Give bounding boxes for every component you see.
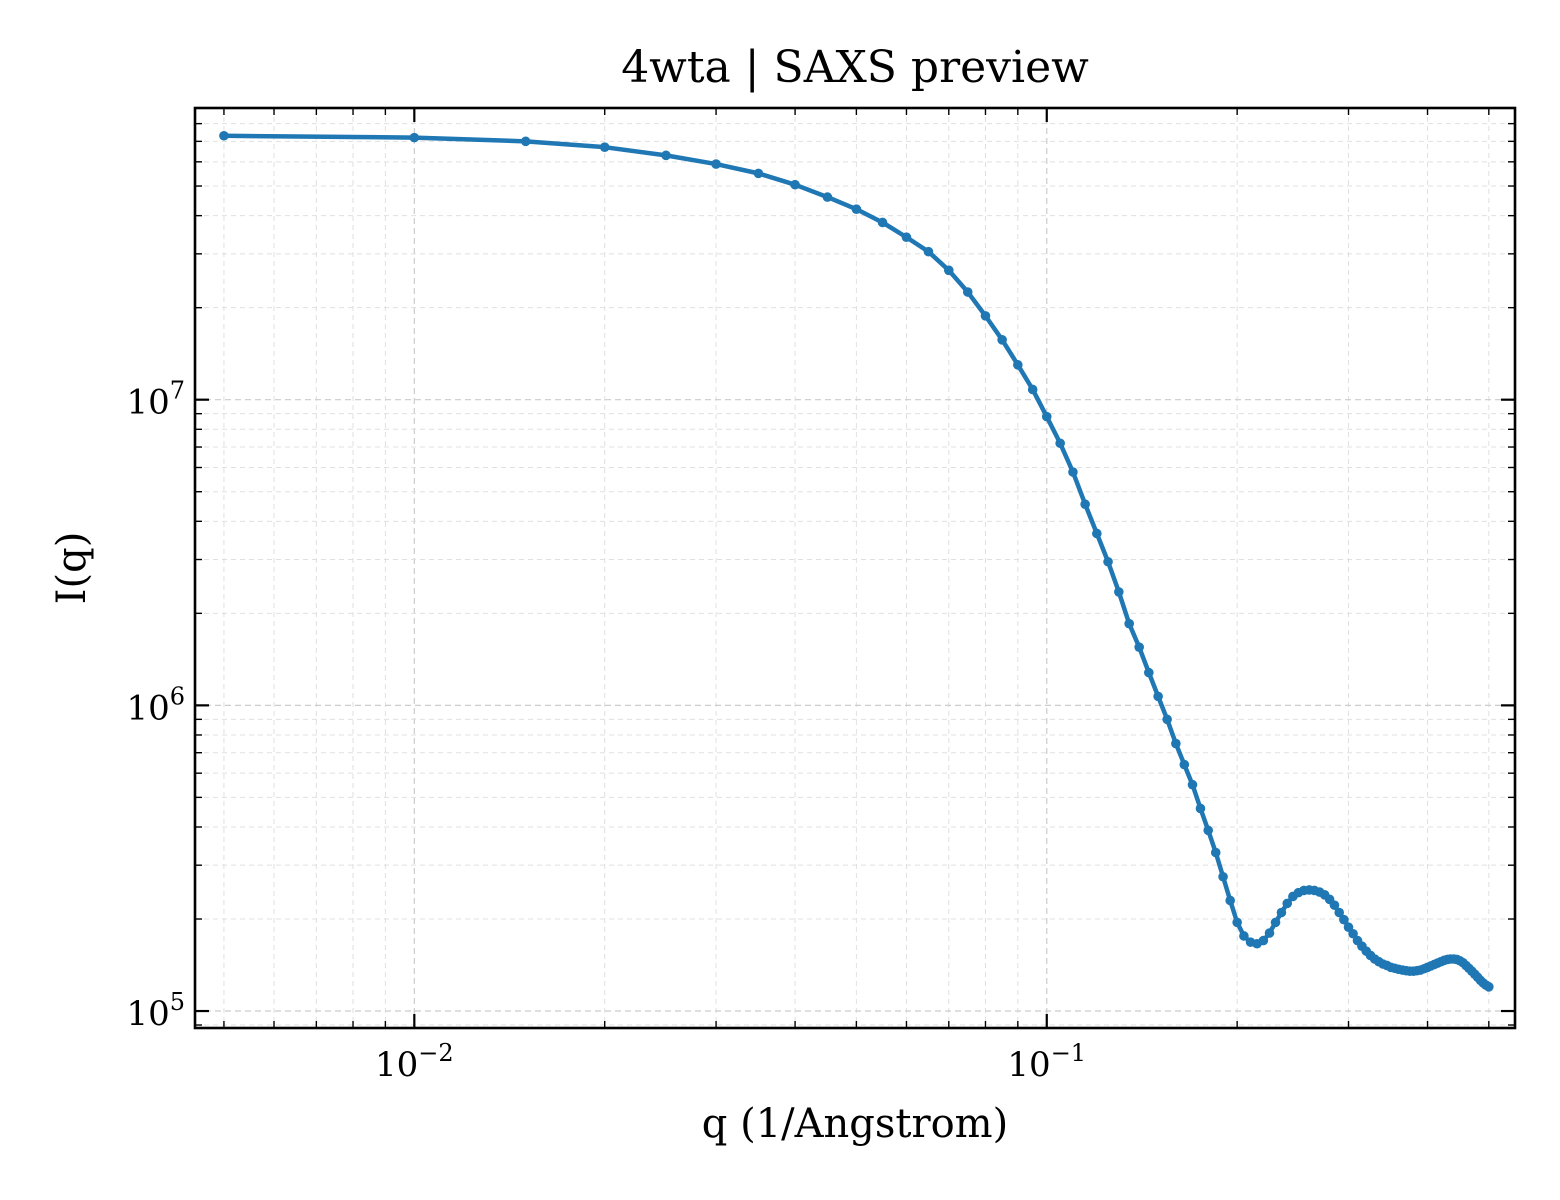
chart-title: 4wta | SAXS preview xyxy=(621,42,1089,93)
tick-labels: 10−2 10−1 105 106 107 xyxy=(126,377,1086,1085)
data-point xyxy=(1124,618,1134,629)
data-point xyxy=(1134,642,1144,652)
data-point xyxy=(409,132,420,143)
data-point xyxy=(1144,667,1154,678)
data-point xyxy=(1041,411,1052,422)
data-point xyxy=(1348,928,1358,939)
data-point xyxy=(1282,898,1293,909)
grid-lines xyxy=(195,107,1515,1028)
data-point xyxy=(1027,384,1038,395)
data-point xyxy=(1103,556,1113,567)
y-tick-label: 105 xyxy=(126,988,185,1034)
data-point xyxy=(1055,438,1065,449)
data-point xyxy=(1276,907,1287,918)
data-point xyxy=(1225,895,1235,906)
axis-ticks xyxy=(195,107,1515,1028)
x-axis-label: q (1/Angstrom) xyxy=(702,1101,1008,1147)
data-point xyxy=(1232,917,1242,928)
data-point xyxy=(1187,779,1198,790)
data-point xyxy=(1258,935,1269,946)
data-point xyxy=(219,130,229,141)
data-point xyxy=(1068,467,1078,477)
data-point xyxy=(1264,928,1275,938)
data-point xyxy=(944,265,954,276)
data-point xyxy=(711,159,721,169)
data-series xyxy=(219,130,1494,992)
data-point xyxy=(851,204,862,214)
data-point xyxy=(661,150,671,161)
data-point xyxy=(1013,360,1023,370)
data-point xyxy=(1114,587,1124,597)
data-point xyxy=(901,232,912,243)
x-tick-label: 10−1 xyxy=(1007,1039,1086,1085)
data-point xyxy=(980,311,991,321)
data-point xyxy=(997,335,1007,345)
data-point xyxy=(1179,759,1190,770)
x-tick-label: 10−2 xyxy=(375,1039,454,1085)
data-point xyxy=(1092,528,1102,539)
data-point xyxy=(1339,914,1349,925)
data-point xyxy=(1218,871,1228,882)
y-tick-label: 107 xyxy=(126,377,185,423)
data-point xyxy=(1162,714,1172,725)
data-point xyxy=(753,168,764,179)
data-point xyxy=(962,287,973,297)
data-point xyxy=(1484,982,1494,992)
data-point xyxy=(1195,803,1206,814)
data-point xyxy=(822,192,833,202)
data-point xyxy=(877,217,888,228)
data-point xyxy=(1203,825,1214,836)
data-point xyxy=(1329,900,1340,910)
data-point xyxy=(1171,738,1181,749)
data-point xyxy=(520,136,531,147)
y-axis-label: I(q) xyxy=(49,532,95,605)
plot-frame xyxy=(193,106,1517,1030)
data-point xyxy=(1334,907,1344,918)
data-point xyxy=(599,142,610,152)
data-point xyxy=(923,246,934,257)
data-point xyxy=(1239,931,1249,941)
data-point xyxy=(790,179,800,190)
y-tick-label: 106 xyxy=(126,682,185,728)
data-point xyxy=(1153,691,1163,702)
data-point xyxy=(1210,847,1221,858)
data-point xyxy=(1270,917,1281,928)
data-point xyxy=(1080,499,1090,510)
